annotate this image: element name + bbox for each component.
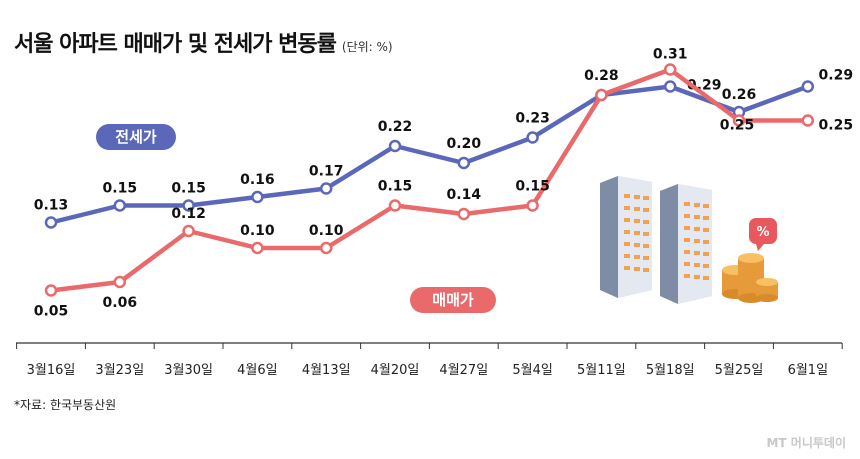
x-tick-label: 3월16일 [27,363,76,378]
legend-pill [410,287,496,313]
legend-label: 매매가 [432,291,474,309]
data-point [182,224,195,238]
x-tick-label: 3월23일 [95,363,144,378]
data-label: 0.10 [240,223,275,239]
coin-stack-icon [722,253,778,303]
data-point [319,241,333,255]
data-label: 0.10 [309,223,344,239]
data-point [663,80,677,93]
data-label: 0.15 [378,179,413,195]
legend-jeonse: 전세가 [96,124,176,150]
data-point [251,241,264,255]
data-point [457,207,471,221]
legend-maemae: 매매가 [410,287,496,313]
data-label: 0.29 [819,68,854,84]
data-label: 0.23 [515,111,550,127]
series-line [48,84,811,225]
chart-title: 서울 아파트 매매가 및 전세가 변동률 (단위: %) [14,26,393,58]
watermark-logo: MT 머니투데이 [766,436,846,450]
data-label: 0.12 [171,206,206,222]
data-label: 0.31 [653,47,688,63]
apartment-buildings-icon: % [600,176,778,304]
x-axis: 3월16일 3월23일 3월30일 4월6일 4월13일 4월20일 4월27일 5월4일 5월… [16,342,843,378]
data-point [732,114,746,127]
data-label: 0.14 [447,187,482,203]
data-point [526,199,539,212]
data-point [251,190,264,204]
data-label: 0.06 [103,295,138,311]
data-point [388,139,402,153]
source-note: *자료: 한국부동산원 [14,398,117,412]
percent-badge-icon: % [749,218,777,251]
data-point [44,216,58,229]
series-line [48,67,811,293]
chart-title-text: 서울 아파트 매매가 및 전세가 변동률 [14,32,337,57]
data-label: 0.25 [819,118,854,134]
data-point [388,199,402,212]
data-point [457,156,471,170]
x-tick-label: 5월18일 [646,363,695,378]
x-tick-label: 5월25일 [715,363,764,378]
x-tick-label: 5월11일 [577,363,626,378]
x-tick-label: 6월1일 [788,363,828,378]
data-point [113,275,127,289]
x-tick-label: 3월30일 [164,363,213,378]
series-maemae: 0.05 0.06 0.12 0.10 0.10 0.15 0.14 0.15 0.31 0.25… [34,47,853,320]
data-point [526,131,539,144]
data-label: 0.15 [171,181,206,197]
data-point [319,182,333,195]
data-label: 0.16 [240,172,275,188]
data-label: 0.15 [103,181,138,197]
x-tick-label: 4월20일 [371,363,420,378]
data-label: 0.20 [447,136,482,152]
data-point [44,284,58,297]
data-label: 0.22 [378,119,413,135]
data-point [113,199,127,212]
data-label: 0.13 [34,198,69,214]
data-label: 0.17 [309,164,344,180]
svg-text:%: % [756,225,769,240]
data-label: 0.26 [722,87,757,103]
data-label: 0.28 [584,68,619,84]
legend-pill [96,124,176,150]
data-label: 0.25 [720,118,755,134]
legend-label: 전세가 [115,128,157,146]
data-point [801,114,815,127]
series-jeonse: 0.13 0.15 0.15 0.16 0.17 0.22 0.20 0.23 0.28 0.29… [34,68,854,229]
data-point [595,88,608,102]
x-tick-label: 4월6일 [237,363,277,378]
x-tick-label: 5월4일 [512,363,552,378]
x-tick-label: 4월13일 [302,363,351,378]
data-label: 0.15 [515,179,550,195]
x-tick-label: 4월27일 [439,363,488,378]
data-point [663,63,677,76]
data-point [182,199,195,212]
data-label: 0.05 [34,304,69,320]
unit-label: (단위: %) [341,40,393,54]
data-point [801,80,815,93]
